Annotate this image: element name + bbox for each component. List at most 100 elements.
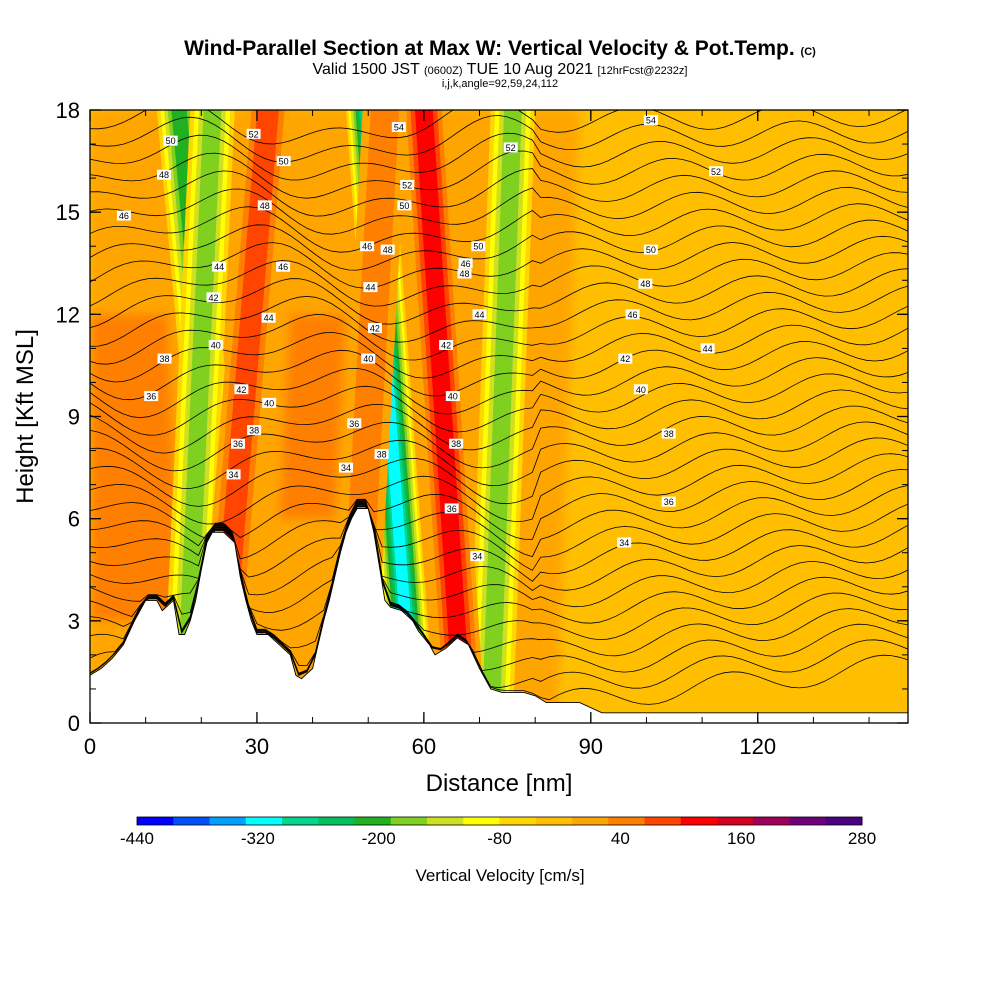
isentrope-label-bg — [503, 142, 518, 153]
x-tick-label: 30 — [245, 734, 269, 759]
x-tick-label: 120 — [739, 734, 776, 759]
title-mark: (C) — [800, 46, 816, 58]
isentrope-label: 40 — [636, 385, 646, 395]
isentrope — [90, 324, 908, 383]
isentrope-label: 38 — [377, 449, 387, 459]
isentrope — [90, 252, 908, 307]
isentrope-label: 36 — [233, 439, 243, 449]
isentrope-label-bg — [397, 200, 412, 211]
colorbar-swatch — [680, 817, 718, 825]
isentrope-label: 46 — [628, 310, 638, 320]
isentrope-label-bg — [472, 309, 487, 320]
isentrope — [90, 168, 908, 217]
isentrope — [90, 268, 908, 329]
colorbar-swatch — [354, 817, 392, 825]
colorbar-swatch — [137, 817, 174, 825]
isentrope-label-bg — [471, 241, 486, 252]
isentrope-label-bg — [643, 244, 658, 255]
isentrope — [90, 503, 908, 666]
isentrope-label: 48 — [640, 279, 650, 289]
isentrope-label-bg — [360, 241, 375, 252]
y-tick-label: 9 — [68, 405, 80, 430]
isentrope-label: 34 — [472, 552, 482, 562]
isentrope-label-bg — [246, 128, 261, 139]
colorbar-swatch — [427, 817, 464, 825]
isentrope-label-bg — [163, 135, 178, 146]
isentrope-label: 46 — [119, 211, 129, 221]
isentrope-label-bg — [380, 244, 395, 255]
field-warm-area — [279, 314, 346, 519]
isentrope-label: 48 — [159, 170, 169, 180]
isentrope-label-bg — [643, 115, 658, 126]
isentrope-label-bg — [116, 210, 131, 221]
isentrope — [90, 132, 908, 181]
isentrope-label: 36 — [146, 392, 156, 402]
isentrope — [90, 485, 908, 560]
isentrope-label-bg — [276, 261, 291, 272]
isentrope — [90, 453, 908, 525]
colorbar-tick-label: -80 — [487, 829, 512, 848]
colorbar-swatch — [535, 817, 573, 825]
isentrope-label-bg — [458, 258, 473, 269]
isentrope — [90, 186, 908, 235]
isentrope-label-bg — [700, 343, 715, 354]
isentrope-label-bg — [444, 503, 459, 514]
isentrope-label: 42 — [370, 323, 380, 333]
isentrope-label-bg — [157, 169, 172, 180]
colorbar-tick-label: 280 — [848, 829, 876, 848]
draft-contour — [414, 110, 472, 723]
isentrope-label: 48 — [260, 201, 270, 211]
isentrope-label-bg — [231, 438, 246, 449]
isentrope-label-bg — [363, 282, 378, 293]
isentrope-label-bg — [439, 339, 454, 350]
isentrope-label-bg — [633, 384, 648, 395]
isentrope-label: 36 — [349, 419, 359, 429]
colorbar-swatch — [499, 817, 537, 825]
isentrope — [90, 500, 908, 578]
isentrope-lines — [90, 110, 908, 705]
isentrope-label: 44 — [703, 344, 713, 354]
y-tick-label: 6 — [68, 507, 80, 532]
colorbar-swatch — [825, 817, 863, 825]
chart-title: Wind-Parallel Section at Max W: Vertical… — [0, 37, 1000, 61]
isentrope-label: 54 — [394, 123, 404, 133]
isentrope-label-bg — [470, 551, 485, 562]
isentrope-label: 38 — [160, 354, 170, 364]
isentrope-label: 38 — [664, 429, 674, 439]
isentrope-label: 50 — [166, 136, 176, 146]
isentrope-label: 44 — [365, 283, 375, 293]
isentrope — [90, 502, 908, 649]
colorbar-tick-label: 40 — [611, 829, 630, 848]
isentrope-label: 50 — [399, 201, 409, 211]
isentrope-label-bg — [338, 462, 353, 473]
colorbar-swatch — [753, 817, 790, 825]
colorbar-swatch — [608, 817, 645, 825]
valid-utc: (0600Z) — [423, 65, 463, 77]
isentrope-label: 44 — [214, 262, 224, 272]
y-tick-label: 15 — [56, 200, 80, 225]
isentrope-label-bg — [618, 353, 633, 364]
isentrope-label-bg — [208, 339, 223, 350]
colorbar-swatch — [282, 817, 319, 825]
colorbar-tick-label: -200 — [362, 829, 396, 848]
isentrope-label: 48 — [383, 245, 393, 255]
isentrope-label: 46 — [362, 242, 372, 252]
isentrope — [90, 504, 908, 674]
colorbar-swatch — [209, 817, 247, 825]
isentrope-label-bg — [157, 353, 172, 364]
isentrope-label: 40 — [363, 354, 373, 364]
isentrope-label-bg — [212, 261, 227, 272]
colorbar-swatch — [644, 817, 682, 825]
isentrope-label-bg — [206, 292, 221, 303]
x-axis-label: Distance [nm] — [426, 770, 573, 797]
isentrope-label: 52 — [402, 180, 412, 190]
isentrope-label-bg — [617, 537, 632, 548]
isentrope — [90, 219, 908, 271]
isentrope-label: 34 — [229, 470, 239, 480]
isentrope-label: 50 — [279, 157, 289, 167]
isentrope — [90, 115, 908, 163]
colorbar-swatch — [390, 817, 428, 825]
isentrope-label-bg — [449, 438, 464, 449]
isentrope-label-bg — [347, 418, 362, 429]
isentrope-label: 50 — [646, 245, 656, 255]
